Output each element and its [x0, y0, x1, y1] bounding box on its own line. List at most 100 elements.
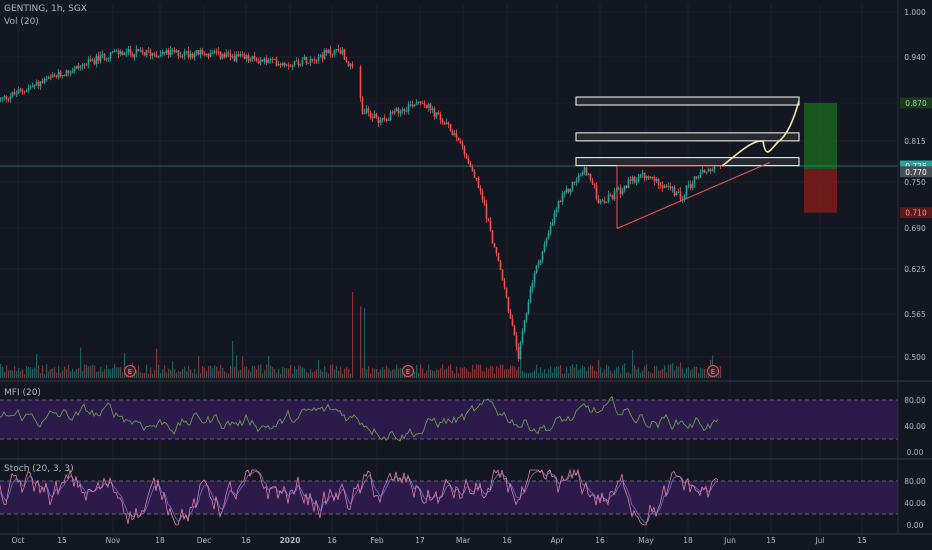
volume-bar: [576, 364, 578, 378]
candle-body: [513, 325, 516, 336]
candle-body: [713, 166, 716, 171]
volume-bar: [116, 367, 118, 378]
volume-bar: [618, 366, 620, 378]
earnings-circle: [707, 365, 719, 377]
volume-bar: [344, 368, 346, 378]
volume-bar: [468, 371, 470, 378]
volume-bar: [280, 373, 282, 378]
candle-body: [691, 183, 694, 189]
volume-bar: [446, 368, 448, 378]
candle-body: [9, 96, 12, 100]
volume-bar: [534, 370, 536, 378]
volume-bar: [402, 371, 404, 378]
candle-body: [703, 170, 706, 173]
candle-body: [265, 58, 268, 63]
candle-body: [135, 48, 138, 54]
candle-body: [241, 54, 244, 56]
candle-body: [121, 51, 124, 56]
volume-bar: [706, 373, 708, 378]
candle-body: [373, 114, 376, 119]
symbol-legend[interactable]: GENTING, 1h, SGX: [4, 4, 87, 14]
candle-body: [323, 49, 326, 59]
volume-bar: [366, 369, 368, 378]
candle-body: [97, 55, 100, 61]
volume-bar: [528, 373, 530, 378]
volume-bar: [516, 369, 518, 378]
candle-body: [209, 53, 212, 57]
volume-bar: [40, 373, 42, 378]
candle-body: [557, 201, 560, 209]
volume-bar: [16, 370, 18, 378]
candle-body: [589, 174, 592, 181]
candle-body: [429, 103, 432, 111]
candle-body: [709, 169, 712, 171]
candle-body: [45, 78, 48, 80]
time-tick-label: May: [638, 536, 654, 545]
volume-bar: [154, 369, 156, 378]
candle-body: [99, 54, 102, 61]
mfi-legend[interactable]: MFI (20): [4, 388, 41, 398]
volume-bar: [82, 371, 84, 378]
candle-body: [67, 70, 70, 73]
volume-bar: [472, 364, 474, 378]
candle-body: [335, 49, 338, 51]
candle-body: [433, 108, 436, 117]
candle-body: [279, 64, 282, 66]
candle-body: [543, 244, 546, 252]
volume-bar: [236, 355, 238, 378]
volume-bar: [10, 369, 12, 378]
stoch-tick-label: 80.00: [904, 477, 926, 486]
volume-bar: [462, 367, 464, 378]
volume-bar: [246, 366, 248, 378]
volume-bar: [398, 368, 400, 378]
candle-body: [239, 54, 242, 57]
candle-body: [181, 55, 184, 57]
candle-body: [91, 60, 94, 62]
volume-bar: [360, 306, 362, 378]
volume-bar: [656, 365, 658, 378]
candle-body: [511, 318, 514, 326]
candle-body: [175, 50, 178, 53]
volume-legend[interactable]: Vol (20): [4, 17, 39, 27]
volume-bar: [46, 364, 48, 378]
volume-bar: [122, 372, 124, 378]
volume-bar: [222, 367, 224, 378]
candle-body: [315, 60, 318, 62]
earnings-marker-text: E: [406, 368, 410, 376]
volume-bar: [422, 368, 424, 378]
stoch-legend[interactable]: Stoch (20, 3, 3): [4, 464, 74, 474]
candle-body: [387, 120, 390, 122]
volume-bar: [4, 372, 6, 378]
volume-bar: [142, 373, 144, 378]
volume-bar: [420, 364, 422, 378]
volume-bar: [278, 368, 280, 378]
volume-bar: [314, 371, 316, 378]
candle-body: [337, 49, 340, 51]
volume-bar: [702, 368, 704, 378]
candle-body: [123, 53, 126, 56]
volume-bar: [482, 370, 484, 378]
volume-bar: [52, 368, 54, 378]
volume-bar: [672, 363, 674, 378]
volume-bar: [494, 373, 496, 378]
volume-bar: [322, 371, 324, 378]
volume-bar: [550, 366, 552, 378]
volume-bar: [320, 369, 322, 378]
volume-bar: [608, 365, 610, 378]
volume-bar: [346, 367, 348, 378]
mfi-tick-label: 0.00: [907, 448, 924, 457]
volume-bar: [502, 364, 504, 378]
volume-bar: [102, 371, 104, 378]
volume-bar: [400, 367, 402, 378]
volume-bar: [694, 366, 696, 378]
volume-bar: [670, 364, 672, 378]
drawing-overlay[interactable]: [0, 96, 898, 229]
candle-body: [665, 185, 668, 187]
candle-body: [507, 297, 510, 312]
volume-bar: [662, 368, 664, 378]
volume-bar: [430, 369, 432, 378]
candle-body: [395, 108, 398, 111]
